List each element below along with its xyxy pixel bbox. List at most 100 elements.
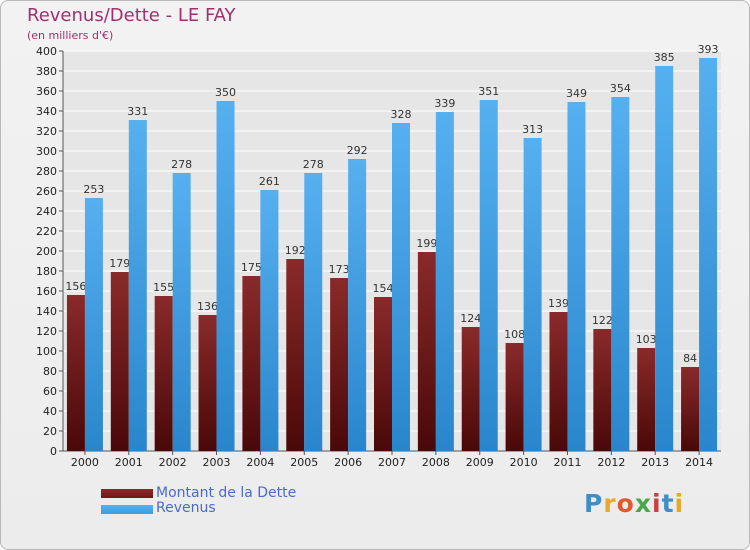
legend-label-revenus: Revenus (156, 500, 216, 516)
x-tick-label: 2013 (641, 456, 669, 469)
data-label-revenus: 278 (171, 158, 192, 171)
x-tick-label: 2009 (466, 456, 494, 469)
data-label-dette: 173 (329, 263, 350, 276)
data-label-revenus: 350 (215, 86, 236, 99)
x-tick-label: 2006 (334, 456, 362, 469)
x-tick-label: 2014 (685, 456, 713, 469)
bar-dette (242, 276, 261, 451)
bar-revenus (172, 173, 191, 451)
bar-dette (549, 312, 568, 451)
logo-letter: r (603, 489, 617, 518)
bar-dette (110, 272, 129, 451)
y-tick-label: 20 (43, 425, 57, 438)
bar-dette (461, 327, 480, 451)
data-label-dette: 156 (65, 280, 86, 293)
data-label-dette: 155 (153, 281, 174, 294)
bar-dette (198, 315, 217, 451)
bar-dette (330, 278, 349, 451)
data-label-revenus: 393 (698, 43, 719, 56)
x-tick-label: 2012 (597, 456, 625, 469)
bar-revenus (567, 102, 586, 451)
chart-title: Revenus/Dette - LE FAY (27, 5, 236, 26)
data-label-dette: 122 (592, 314, 613, 327)
x-tick-label: 2000 (71, 456, 99, 469)
data-label-revenus: 351 (478, 85, 499, 98)
y-tick-label: 200 (36, 245, 57, 258)
y-tick-label: 280 (36, 165, 57, 178)
x-tick-label: 2001 (115, 456, 143, 469)
bar-revenus (699, 58, 718, 451)
data-label-revenus: 385 (654, 51, 675, 64)
data-label-dette: 84 (683, 352, 697, 365)
legend-swatch-revenus (101, 505, 153, 514)
data-label-revenus: 339 (434, 97, 455, 110)
y-tick-label: 60 (43, 385, 57, 398)
bar-dette (593, 329, 612, 451)
x-tick-label: 2008 (422, 456, 450, 469)
legend-swatch-dette (101, 489, 153, 498)
bar-dette (66, 295, 85, 451)
data-label-dette: 175 (241, 261, 262, 274)
data-label-revenus: 261 (259, 175, 280, 188)
bar-revenus (260, 190, 279, 451)
y-tick-label: 40 (43, 405, 57, 418)
bar-revenus (216, 101, 235, 451)
y-tick-label: 360 (36, 85, 57, 98)
proxiti-logo: Proxiti (584, 489, 684, 518)
data-label-revenus: 354 (610, 82, 631, 95)
chart-subtitle: (en milliers d'€) (27, 29, 114, 42)
bar-revenus (348, 159, 367, 451)
x-tick-label: 2010 (510, 456, 538, 469)
data-label-revenus: 331 (127, 105, 148, 118)
data-label-dette: 136 (197, 300, 218, 313)
bar-dette (154, 296, 173, 451)
y-tick-label: 380 (36, 65, 57, 78)
data-label-dette: 199 (416, 237, 437, 250)
bar-revenus (435, 112, 454, 451)
data-label-revenus: 328 (391, 108, 412, 121)
y-tick-label: 0 (50, 445, 57, 458)
y-tick-label: 320 (36, 125, 57, 138)
bar-revenus (611, 97, 630, 451)
data-label-revenus: 349 (566, 87, 587, 100)
y-tick-label: 120 (36, 325, 57, 338)
bar-revenus (84, 198, 103, 451)
data-label-dette: 108 (504, 328, 525, 341)
bar-revenus (128, 120, 147, 451)
bar-revenus (479, 100, 498, 451)
data-label-revenus: 313 (522, 123, 543, 136)
y-tick-label: 260 (36, 185, 57, 198)
bar-revenus (655, 66, 674, 451)
logo-letter: t (661, 489, 675, 518)
x-tick-label: 2005 (290, 456, 318, 469)
bar-dette (637, 348, 656, 451)
data-label-dette: 103 (636, 333, 657, 346)
data-label-dette: 192 (285, 244, 306, 257)
logo-letter: P (584, 489, 604, 518)
y-tick-label: 240 (36, 205, 57, 218)
x-tick-label: 2011 (553, 456, 581, 469)
x-tick-label: 2007 (378, 456, 406, 469)
data-label-dette: 139 (548, 297, 569, 310)
y-tick-label: 80 (43, 365, 57, 378)
data-label-dette: 179 (109, 257, 130, 270)
logo-letter: o (616, 489, 635, 518)
y-tick-label: 220 (36, 225, 57, 238)
logo-letter: x (634, 489, 652, 518)
bar-revenus (523, 138, 542, 451)
data-label-dette: 154 (373, 282, 394, 295)
bar-dette (374, 297, 392, 451)
bar-dette (417, 252, 436, 451)
y-tick-label: 140 (36, 305, 57, 318)
y-tick-label: 400 (36, 45, 57, 58)
x-tick-label: 2003 (203, 456, 231, 469)
logo-letter: i (652, 489, 662, 518)
y-tick-label: 340 (36, 105, 57, 118)
y-tick-label: 160 (36, 285, 57, 298)
data-label-revenus: 278 (303, 158, 324, 171)
y-tick-label: 100 (36, 345, 57, 358)
legend-label-dette: Montant de la Dette (156, 485, 297, 501)
y-tick-label: 180 (36, 265, 57, 278)
